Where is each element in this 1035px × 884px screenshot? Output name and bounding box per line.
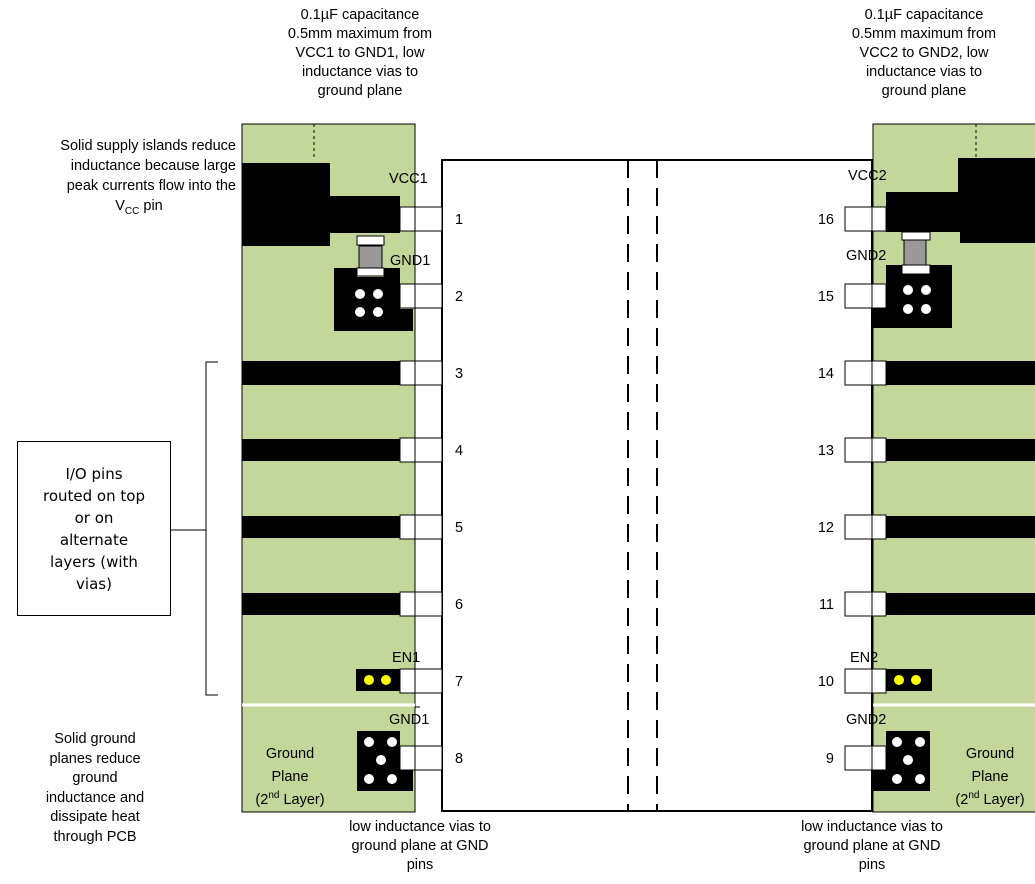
vias-left-annotation: low inductance vias to ground plane at G… [349, 819, 491, 873]
right-pins [844, 206, 887, 771]
left-pins [399, 206, 443, 771]
svg-text:(2nd Layer): (2nd Layer) [955, 790, 1024, 808]
vcc1-supply-island [242, 163, 400, 246]
pin-2-label: 2 [455, 289, 463, 305]
vcc1-label: VCC1 [389, 171, 428, 187]
io-bracket [205, 361, 218, 696]
left-capacitor-top-pad [356, 235, 385, 246]
gnd2-bottom-label: GND2 [846, 712, 886, 728]
ground-plane-right-label: Ground Plane (2nd Layer) [955, 746, 1024, 808]
vcc2-supply-island [886, 158, 1035, 243]
pin-8-label: 8 [455, 751, 463, 767]
pin-15-label: 15 [818, 289, 834, 305]
cap-left-annotation: 0.1µF capacitance 0.5mm maximum from VCC… [287, 7, 433, 99]
left-capacitor-bottom-pad [356, 267, 385, 277]
svg-text:Ground: Ground [266, 746, 314, 762]
en1-via-pad [356, 669, 400, 691]
vias-right-annotation: low inductance vias to ground plane at G… [801, 819, 943, 873]
en2-via-pad [886, 669, 932, 691]
gnd1-top-label: GND1 [390, 253, 430, 269]
left-trace-3 [242, 361, 400, 385]
left-capacitor [358, 245, 383, 269]
gnd1-island [334, 268, 413, 331]
pin-12-label: 12 [818, 520, 834, 536]
pin-9-label: 9 [826, 751, 834, 767]
svg-text:Plane: Plane [971, 769, 1008, 785]
vcc2-label: VCC2 [848, 168, 887, 184]
supply-islands-annotation: Solid supply islands reduce inductance b… [60, 138, 236, 217]
left-trace-6 [242, 593, 400, 615]
right-capacitor [903, 239, 927, 266]
cap-right-annotation: 0.1µF capacitance 0.5mm maximum from VCC… [851, 7, 997, 99]
pin-14-label: 14 [818, 366, 834, 382]
pin-16-label: 16 [818, 212, 834, 228]
ground-planes-annotation: Solid ground planes reduce ground induct… [45, 731, 145, 845]
gnd2-top-label: GND2 [846, 248, 886, 264]
pin-13-label: 13 [818, 443, 834, 459]
svg-text:Plane: Plane [271, 769, 308, 785]
right-capacitor-top-pad [901, 231, 931, 241]
svg-text:Ground: Ground [966, 746, 1014, 762]
pin-5-label: 5 [455, 520, 463, 536]
left-trace-5 [242, 516, 400, 538]
pin-11-label: 11 [819, 597, 834, 613]
gnd2-island [873, 265, 952, 328]
gnd1-bottom-label: GND1 [389, 712, 429, 728]
pin-7-label: 7 [455, 674, 463, 690]
en1-label: EN1 [392, 650, 420, 666]
pin-6-label: 6 [455, 597, 463, 613]
svg-text:(2nd Layer): (2nd Layer) [255, 790, 324, 808]
pin-4-label: 4 [455, 443, 463, 459]
en2-label: EN2 [850, 650, 878, 666]
right-capacitor-bottom-pad [901, 264, 931, 275]
io-pins-annotation: I/O pins routed on top or on alternate l… [17, 441, 171, 616]
right-trace-12 [886, 516, 1035, 538]
pin-3-label: 3 [455, 366, 463, 382]
ground-plane-left-label: Ground Plane (2nd Layer) [255, 746, 324, 808]
gnd2-bottom-island [873, 731, 930, 791]
right-trace-14 [886, 361, 1035, 385]
pin-1-label: 1 [455, 212, 463, 228]
pin-10-label: 10 [818, 674, 834, 690]
right-trace-11 [886, 593, 1035, 615]
left-trace-4 [242, 439, 400, 461]
right-trace-13 [886, 439, 1035, 461]
